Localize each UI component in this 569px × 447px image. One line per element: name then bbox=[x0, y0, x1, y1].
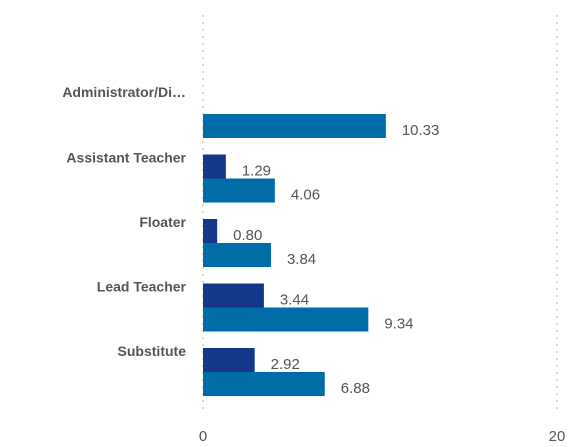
value-label: 9.34 bbox=[384, 316, 413, 333]
x-tick-label: 20 bbox=[549, 428, 566, 445]
value-label: 2.92 bbox=[271, 356, 300, 373]
bar-series-1 bbox=[203, 154, 226, 179]
category-label: Administrator/Di… bbox=[62, 84, 186, 100]
value-label: 6.88 bbox=[341, 380, 370, 397]
bar-series-2 bbox=[203, 372, 325, 396]
grid-lines bbox=[202, 15, 558, 410]
category-label: Lead Teacher bbox=[97, 279, 187, 295]
category-label: Substitute bbox=[118, 343, 187, 359]
category-label: Assistant Teacher bbox=[66, 150, 186, 166]
bar-series-2 bbox=[203, 114, 386, 138]
value-label: 0.80 bbox=[233, 227, 262, 244]
bars: 10.33 1.29 4.06 0.80 3.84 3.44 9.34 2.92 6.88 bbox=[203, 114, 439, 397]
bar-series-2 bbox=[203, 307, 369, 332]
bar-series-1 bbox=[203, 348, 255, 372]
value-label: 1.29 bbox=[242, 163, 271, 180]
category-label: Floater bbox=[139, 214, 186, 230]
bar-series-2 bbox=[203, 243, 271, 267]
x-tick-label: 0 bbox=[199, 428, 207, 445]
bar-series-1 bbox=[203, 283, 264, 308]
value-label: 3.84 bbox=[287, 251, 316, 268]
value-label: 10.33 bbox=[402, 122, 440, 139]
category-labels: Administrator/Di… Assistant Teacher Floate… bbox=[62, 84, 186, 359]
bar-series-2 bbox=[203, 178, 275, 203]
x-axis-ticks: 0 20 bbox=[199, 428, 566, 445]
value-label: 3.44 bbox=[280, 292, 309, 309]
value-label: 4.06 bbox=[291, 187, 320, 204]
bar-series-1 bbox=[203, 219, 218, 243]
